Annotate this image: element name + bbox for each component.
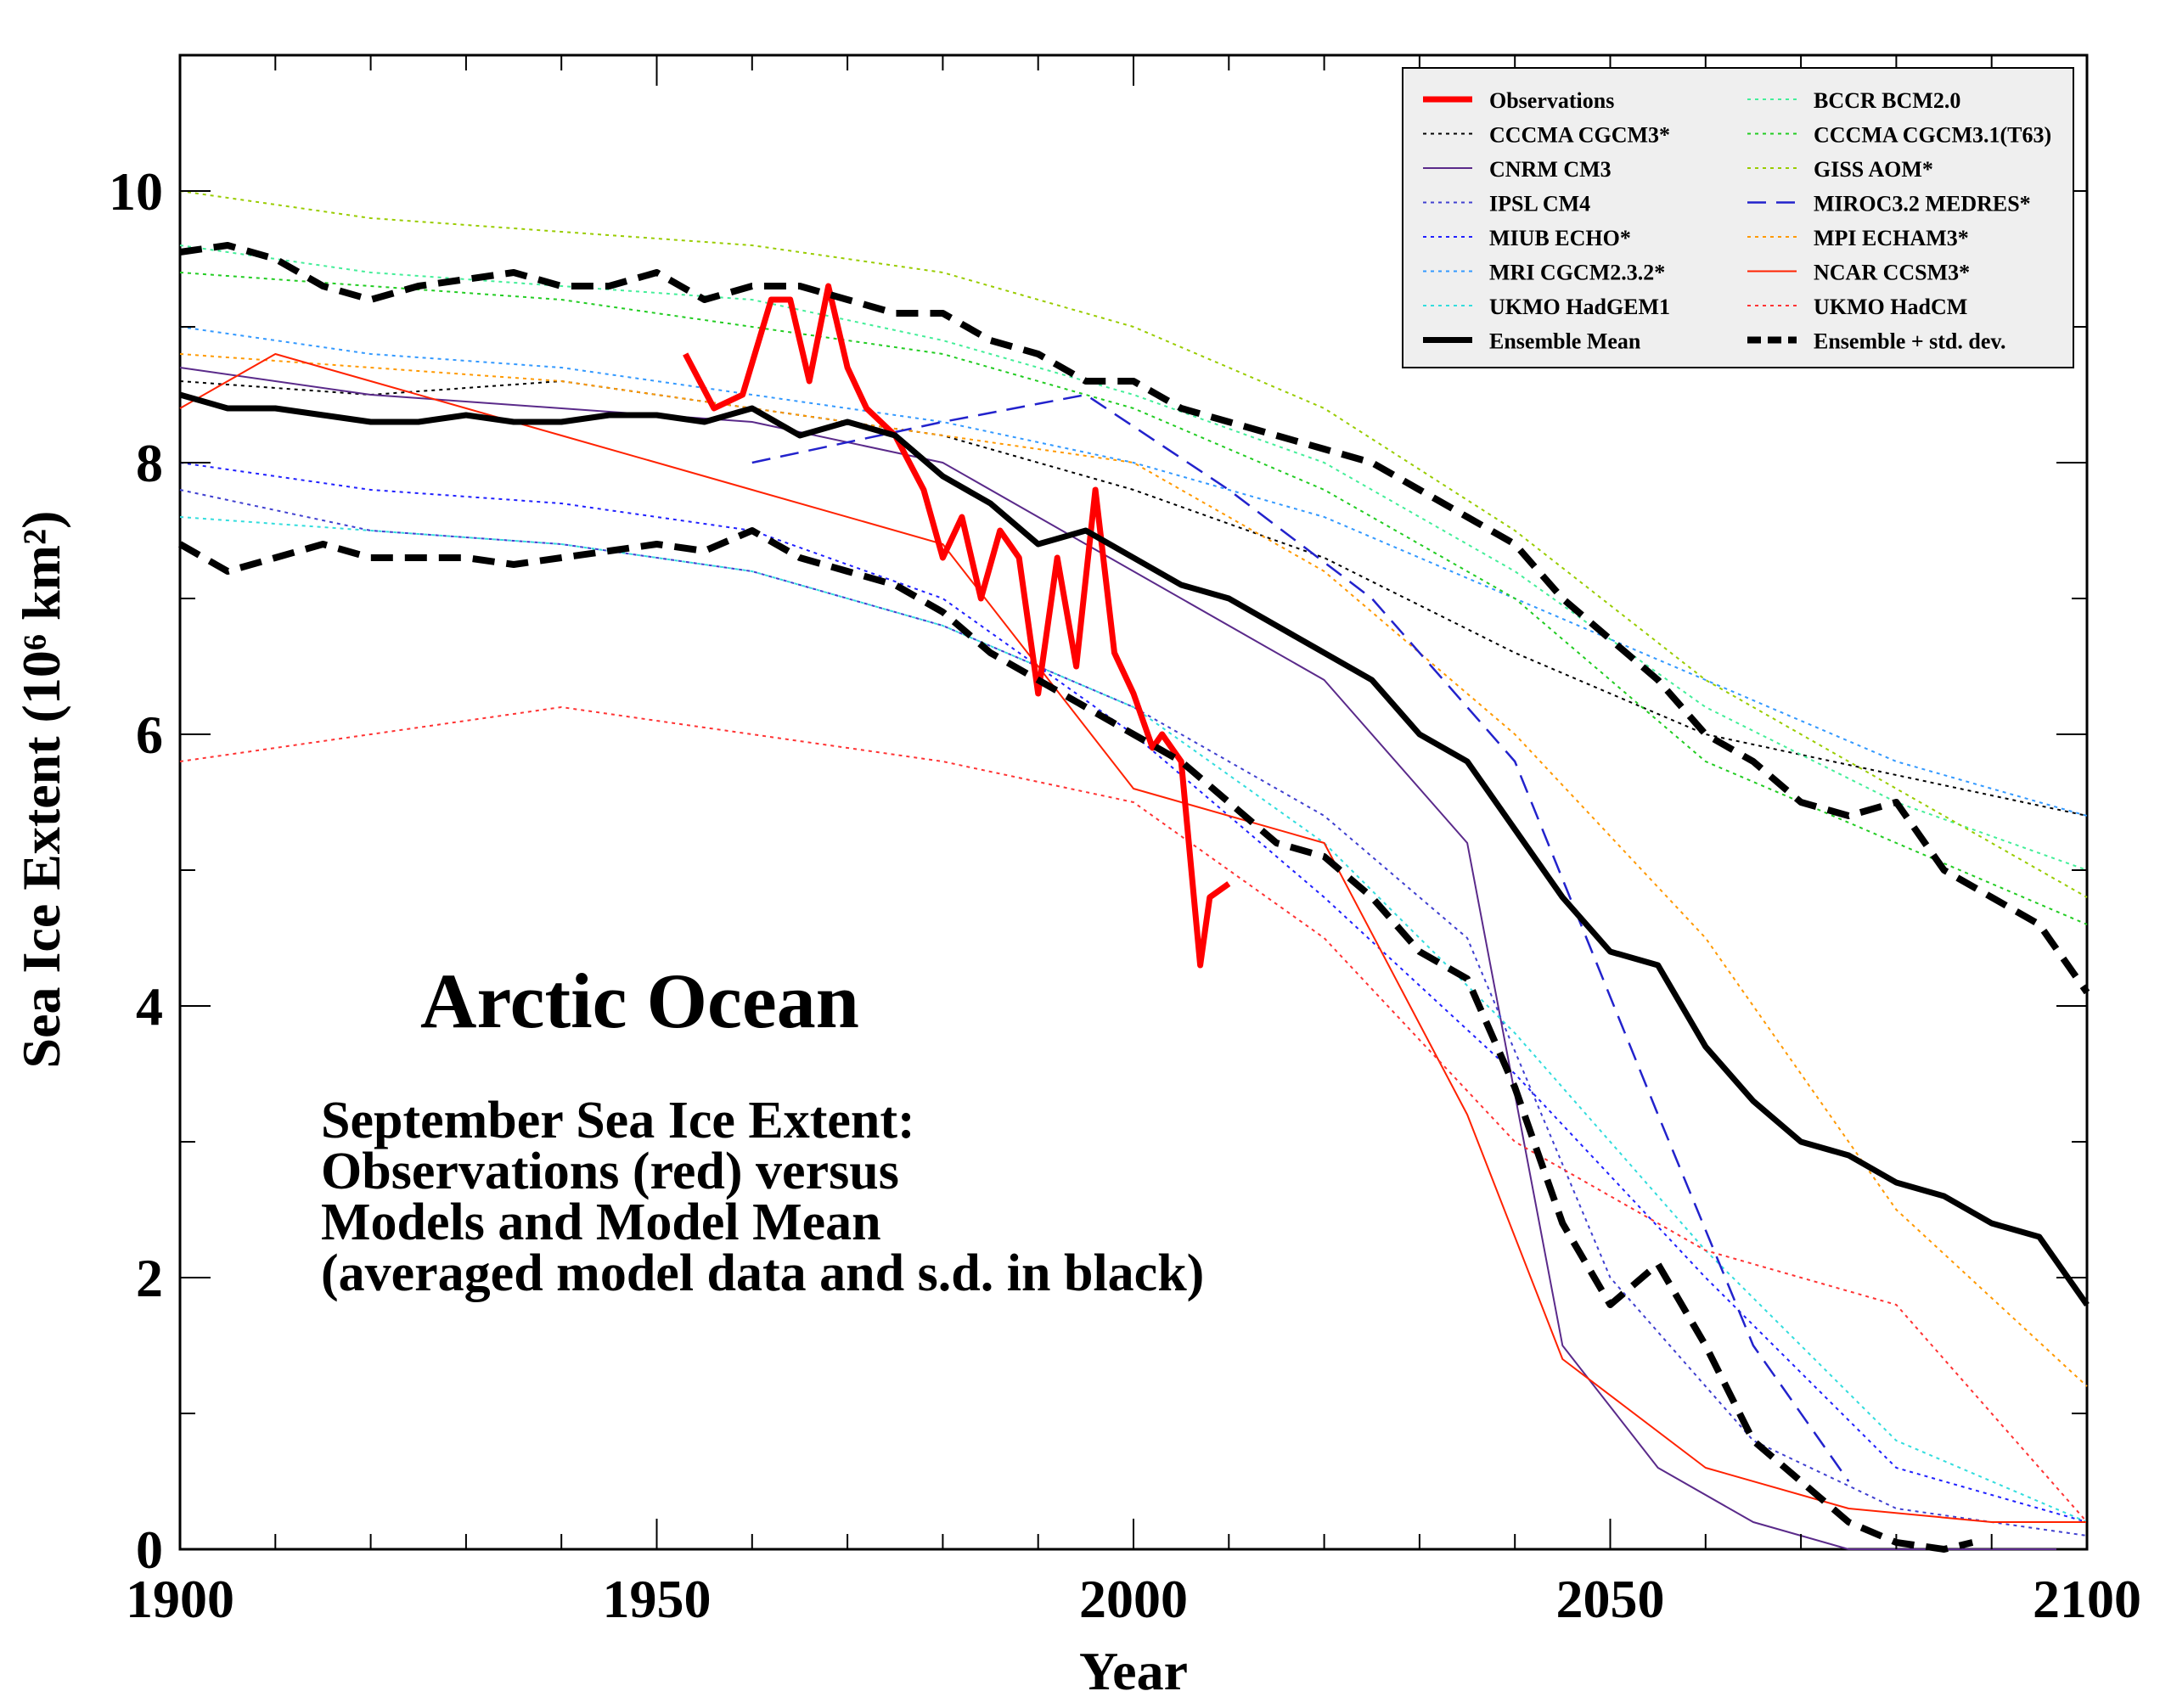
legend-label-cccma-cgcm3-1-t63: CCCMA CGCM3.1(T63): [1814, 123, 2051, 148]
legend-label-miub-echo: MIUB ECHO*: [1489, 226, 1631, 250]
series-line-observations: [683, 283, 1231, 969]
legend-label-miroc3-2-medres: MIROC3.2 MEDRES*: [1814, 192, 2031, 216]
series-line-ensemble-mean: [179, 391, 2090, 1307]
y-tick-label: 6: [136, 705, 163, 765]
legend-label-ukmo-hadcm: UKMO HadCM: [1814, 295, 1967, 319]
series-line-miroc3-2-medres: [751, 393, 1850, 1482]
series-line-ukmo-hadgem1: [179, 516, 2088, 1523]
annotation-line-4: (averaged model data and s.d. in black): [321, 1244, 1204, 1302]
legend-label-ukmo-hadgem1: UKMO HadGEM1: [1489, 295, 1670, 319]
x-axis-label: Year: [1079, 1641, 1188, 1701]
series-line-ncar-ccsm3: [179, 353, 2087, 1523]
legend-box: [1402, 67, 2074, 368]
legend-label-observations: Observations: [1489, 88, 1614, 113]
legend-label-ensemble-mean: Ensemble Mean: [1489, 329, 1641, 354]
chart-annotation: September Sea Ice Extent: Observations (…: [321, 1092, 1204, 1302]
series-line-ensemble-std-dev: [179, 242, 2090, 995]
x-tick-label: 2050: [1556, 1569, 1665, 1629]
legend-label-cccma-cgcm3: CCCMA CGCM3*: [1489, 123, 1670, 148]
chart-title: Arctic Ocean: [420, 958, 859, 1044]
series-line-ipsl-cm4: [179, 489, 2088, 1537]
y-tick-label: 2: [136, 1248, 163, 1308]
x-tick-label: 2000: [1079, 1569, 1188, 1629]
legend-label-mri-cgcm2-3-2: MRI CGCM2.3.2*: [1489, 261, 1665, 285]
y-tick-label: 4: [136, 976, 163, 1037]
annotation-line-2: Observations (red) versus: [321, 1143, 899, 1200]
legend: Observations CCCMA CGCM3* CNRM CM3 IPSL CM4…: [1402, 67, 2074, 368]
series-line-cccma-cgcm3-1-t63: [179, 272, 2088, 925]
legend-items: Observations CCCMA CGCM3* CNRM CM3 IPSL CM4…: [1423, 88, 2051, 354]
y-tick-label: 8: [136, 433, 163, 493]
legend-label-giss-aom: GISS AOM*: [1814, 157, 1933, 182]
legend-label-ncar-ccsm3: NCAR CCSM3*: [1814, 261, 1970, 285]
legend-label-bccr-bcm2-0: BCCR BCM2.0: [1814, 88, 1960, 113]
legend-label-mpi-echam3: MPI ECHAM3*: [1814, 226, 1969, 250]
legend-label-ensemble-std-dev: Ensemble + std. dev.: [1814, 329, 2005, 354]
y-tick-label: 10: [109, 161, 163, 222]
ticks-layer: 1900 1950 2000 2050 2100 0 2 4 6 8 10: [109, 54, 2141, 1629]
legend-label-cnrm-cm3: CNRM CM3: [1489, 157, 1612, 182]
series-line-cccma-cgcm3: [179, 380, 2088, 817]
series-layer: [178, 190, 2090, 1553]
series-line-giss-aom: [179, 190, 2088, 898]
x-tick-label: 1950: [603, 1569, 712, 1629]
x-tick-label: 2100: [2033, 1569, 2141, 1629]
legend-label-ipsl-cm4: IPSL CM4: [1489, 192, 1590, 216]
annotation-line-3: Models and Model Mean: [321, 1194, 881, 1251]
y-tick-label: 0: [136, 1520, 163, 1580]
series-line-cnrm-cm3: [179, 367, 2087, 1550]
annotation-line-1: September Sea Ice Extent:: [321, 1092, 915, 1149]
x-tick-label: 1900: [126, 1569, 234, 1629]
series-line-ukmo-hadcm: [179, 706, 2088, 1523]
y-axis-label: Sea Ice Extent (10⁶ km²): [11, 511, 71, 1069]
series-line-ensemble-std-dev: [178, 527, 1974, 1553]
series-line-mri-cgcm2-3-2: [179, 326, 2088, 817]
series-line-mpi-echam3: [179, 353, 2088, 1387]
